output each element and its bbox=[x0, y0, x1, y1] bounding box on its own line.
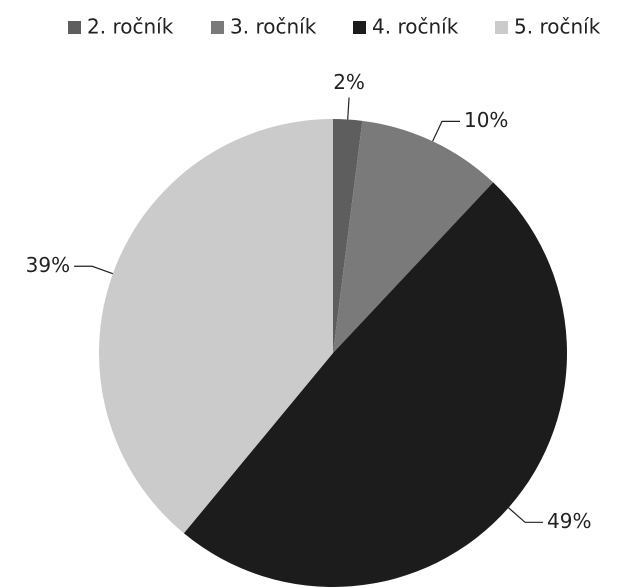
leader-line bbox=[432, 120, 460, 142]
legend-swatch bbox=[495, 21, 508, 34]
pie-slice bbox=[333, 120, 494, 354]
data-label: 49% bbox=[547, 509, 591, 533]
legend-swatch bbox=[68, 21, 81, 34]
data-label: 39% bbox=[26, 253, 70, 277]
leader-line bbox=[508, 507, 544, 523]
leader-line bbox=[74, 265, 114, 275]
legend-label: 4. ročník bbox=[372, 15, 459, 39]
leader-line bbox=[347, 97, 350, 120]
data-label: 10% bbox=[464, 108, 508, 132]
legend-label: 3. ročník bbox=[230, 15, 317, 39]
pie-slice bbox=[333, 119, 363, 353]
legend-swatch bbox=[353, 21, 366, 34]
legend-label: 5. ročník bbox=[514, 15, 601, 39]
pie-slice bbox=[183, 182, 567, 587]
legend-label: 2. ročník bbox=[87, 15, 174, 39]
legend-swatch bbox=[211, 21, 224, 34]
pie-slice bbox=[99, 119, 333, 534]
data-label: 2% bbox=[333, 70, 365, 94]
